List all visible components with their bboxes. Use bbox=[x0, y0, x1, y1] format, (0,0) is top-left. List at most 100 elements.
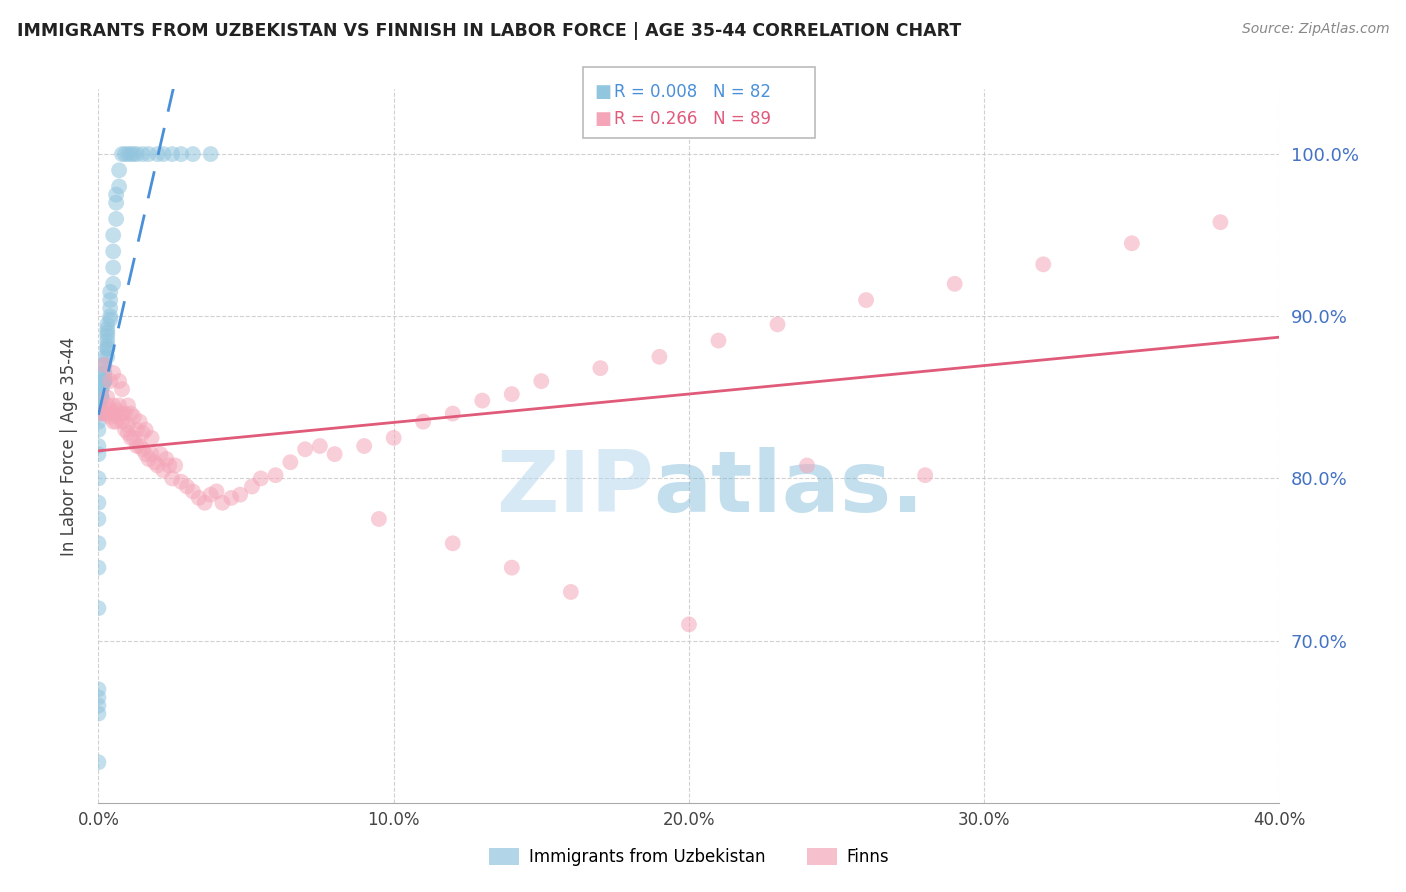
Point bbox=[93, 374, 115, 388]
Point bbox=[87, 423, 110, 437]
Point bbox=[135, 423, 157, 437]
Y-axis label: In Labor Force | Age 35-44: In Labor Force | Age 35-44 bbox=[59, 336, 77, 556]
Point bbox=[114, 407, 136, 421]
Point bbox=[93, 358, 115, 372]
Point bbox=[87, 512, 110, 526]
Point bbox=[152, 463, 174, 477]
Point bbox=[93, 374, 115, 388]
Point bbox=[98, 310, 121, 324]
Point bbox=[165, 458, 187, 473]
Point bbox=[382, 431, 405, 445]
Point bbox=[194, 496, 217, 510]
Point bbox=[114, 147, 136, 161]
Point bbox=[501, 387, 523, 401]
Point bbox=[87, 536, 110, 550]
Text: ■: ■ bbox=[595, 110, 612, 128]
Point bbox=[122, 147, 145, 161]
Point bbox=[87, 496, 110, 510]
Point bbox=[98, 409, 121, 424]
Point bbox=[125, 147, 148, 161]
Point bbox=[146, 147, 169, 161]
Text: R = 0.008   N = 82: R = 0.008 N = 82 bbox=[614, 83, 772, 101]
Point bbox=[132, 147, 155, 161]
Point bbox=[114, 423, 136, 437]
Point bbox=[200, 488, 222, 502]
Point bbox=[501, 560, 523, 574]
Point bbox=[105, 211, 128, 226]
Point bbox=[111, 382, 134, 396]
Point bbox=[943, 277, 966, 291]
Point bbox=[125, 439, 148, 453]
Legend: Immigrants from Uzbekistan, Finns: Immigrants from Uzbekistan, Finns bbox=[482, 841, 896, 873]
Point bbox=[149, 447, 172, 461]
Point bbox=[111, 415, 134, 429]
Point bbox=[87, 447, 110, 461]
Point bbox=[120, 147, 142, 161]
Point bbox=[87, 399, 110, 413]
Point bbox=[240, 479, 263, 493]
Point bbox=[855, 293, 877, 307]
Point bbox=[471, 393, 494, 408]
Point bbox=[128, 439, 150, 453]
Point bbox=[103, 366, 125, 380]
Point bbox=[103, 228, 125, 243]
Point bbox=[766, 318, 789, 332]
Point bbox=[105, 403, 128, 417]
Point bbox=[90, 390, 112, 404]
Point bbox=[87, 407, 110, 421]
Point bbox=[530, 374, 553, 388]
Point bbox=[117, 399, 139, 413]
Point bbox=[111, 407, 134, 421]
Point bbox=[108, 163, 131, 178]
Point bbox=[678, 617, 700, 632]
Point bbox=[93, 358, 115, 372]
Text: Source: ZipAtlas.com: Source: ZipAtlas.com bbox=[1241, 22, 1389, 37]
Point bbox=[176, 479, 198, 493]
Point bbox=[90, 390, 112, 404]
Point bbox=[93, 371, 115, 385]
Point bbox=[87, 399, 110, 413]
Point bbox=[90, 382, 112, 396]
Point bbox=[229, 488, 252, 502]
Point bbox=[250, 471, 273, 485]
Point bbox=[93, 374, 115, 388]
Point bbox=[170, 475, 193, 489]
Point bbox=[205, 484, 228, 499]
Point bbox=[96, 326, 118, 340]
Point bbox=[87, 601, 110, 615]
Point bbox=[87, 471, 110, 485]
Point bbox=[155, 452, 177, 467]
Point bbox=[132, 425, 155, 440]
Point bbox=[1121, 236, 1143, 251]
Point bbox=[96, 399, 118, 413]
Point bbox=[96, 318, 118, 332]
Point bbox=[1209, 215, 1232, 229]
Point bbox=[211, 496, 233, 510]
Point bbox=[96, 390, 118, 404]
Point bbox=[103, 399, 125, 413]
Point bbox=[117, 147, 139, 161]
Point bbox=[122, 431, 145, 445]
Point bbox=[108, 399, 131, 413]
Point bbox=[181, 147, 204, 161]
Point bbox=[221, 491, 243, 505]
Point bbox=[98, 285, 121, 299]
Point bbox=[441, 536, 464, 550]
Point bbox=[87, 399, 110, 413]
Point bbox=[90, 382, 112, 396]
Point bbox=[309, 439, 332, 453]
Point bbox=[796, 458, 818, 473]
Point bbox=[96, 322, 118, 336]
Point bbox=[103, 260, 125, 275]
Point bbox=[264, 468, 287, 483]
Point bbox=[98, 293, 121, 307]
Point bbox=[146, 458, 169, 473]
Point bbox=[93, 374, 115, 388]
Point bbox=[90, 377, 112, 392]
Point bbox=[412, 415, 434, 429]
Point bbox=[162, 147, 183, 161]
Point bbox=[120, 407, 142, 421]
Point bbox=[187, 491, 209, 505]
Point bbox=[103, 244, 125, 259]
Point bbox=[93, 374, 115, 388]
